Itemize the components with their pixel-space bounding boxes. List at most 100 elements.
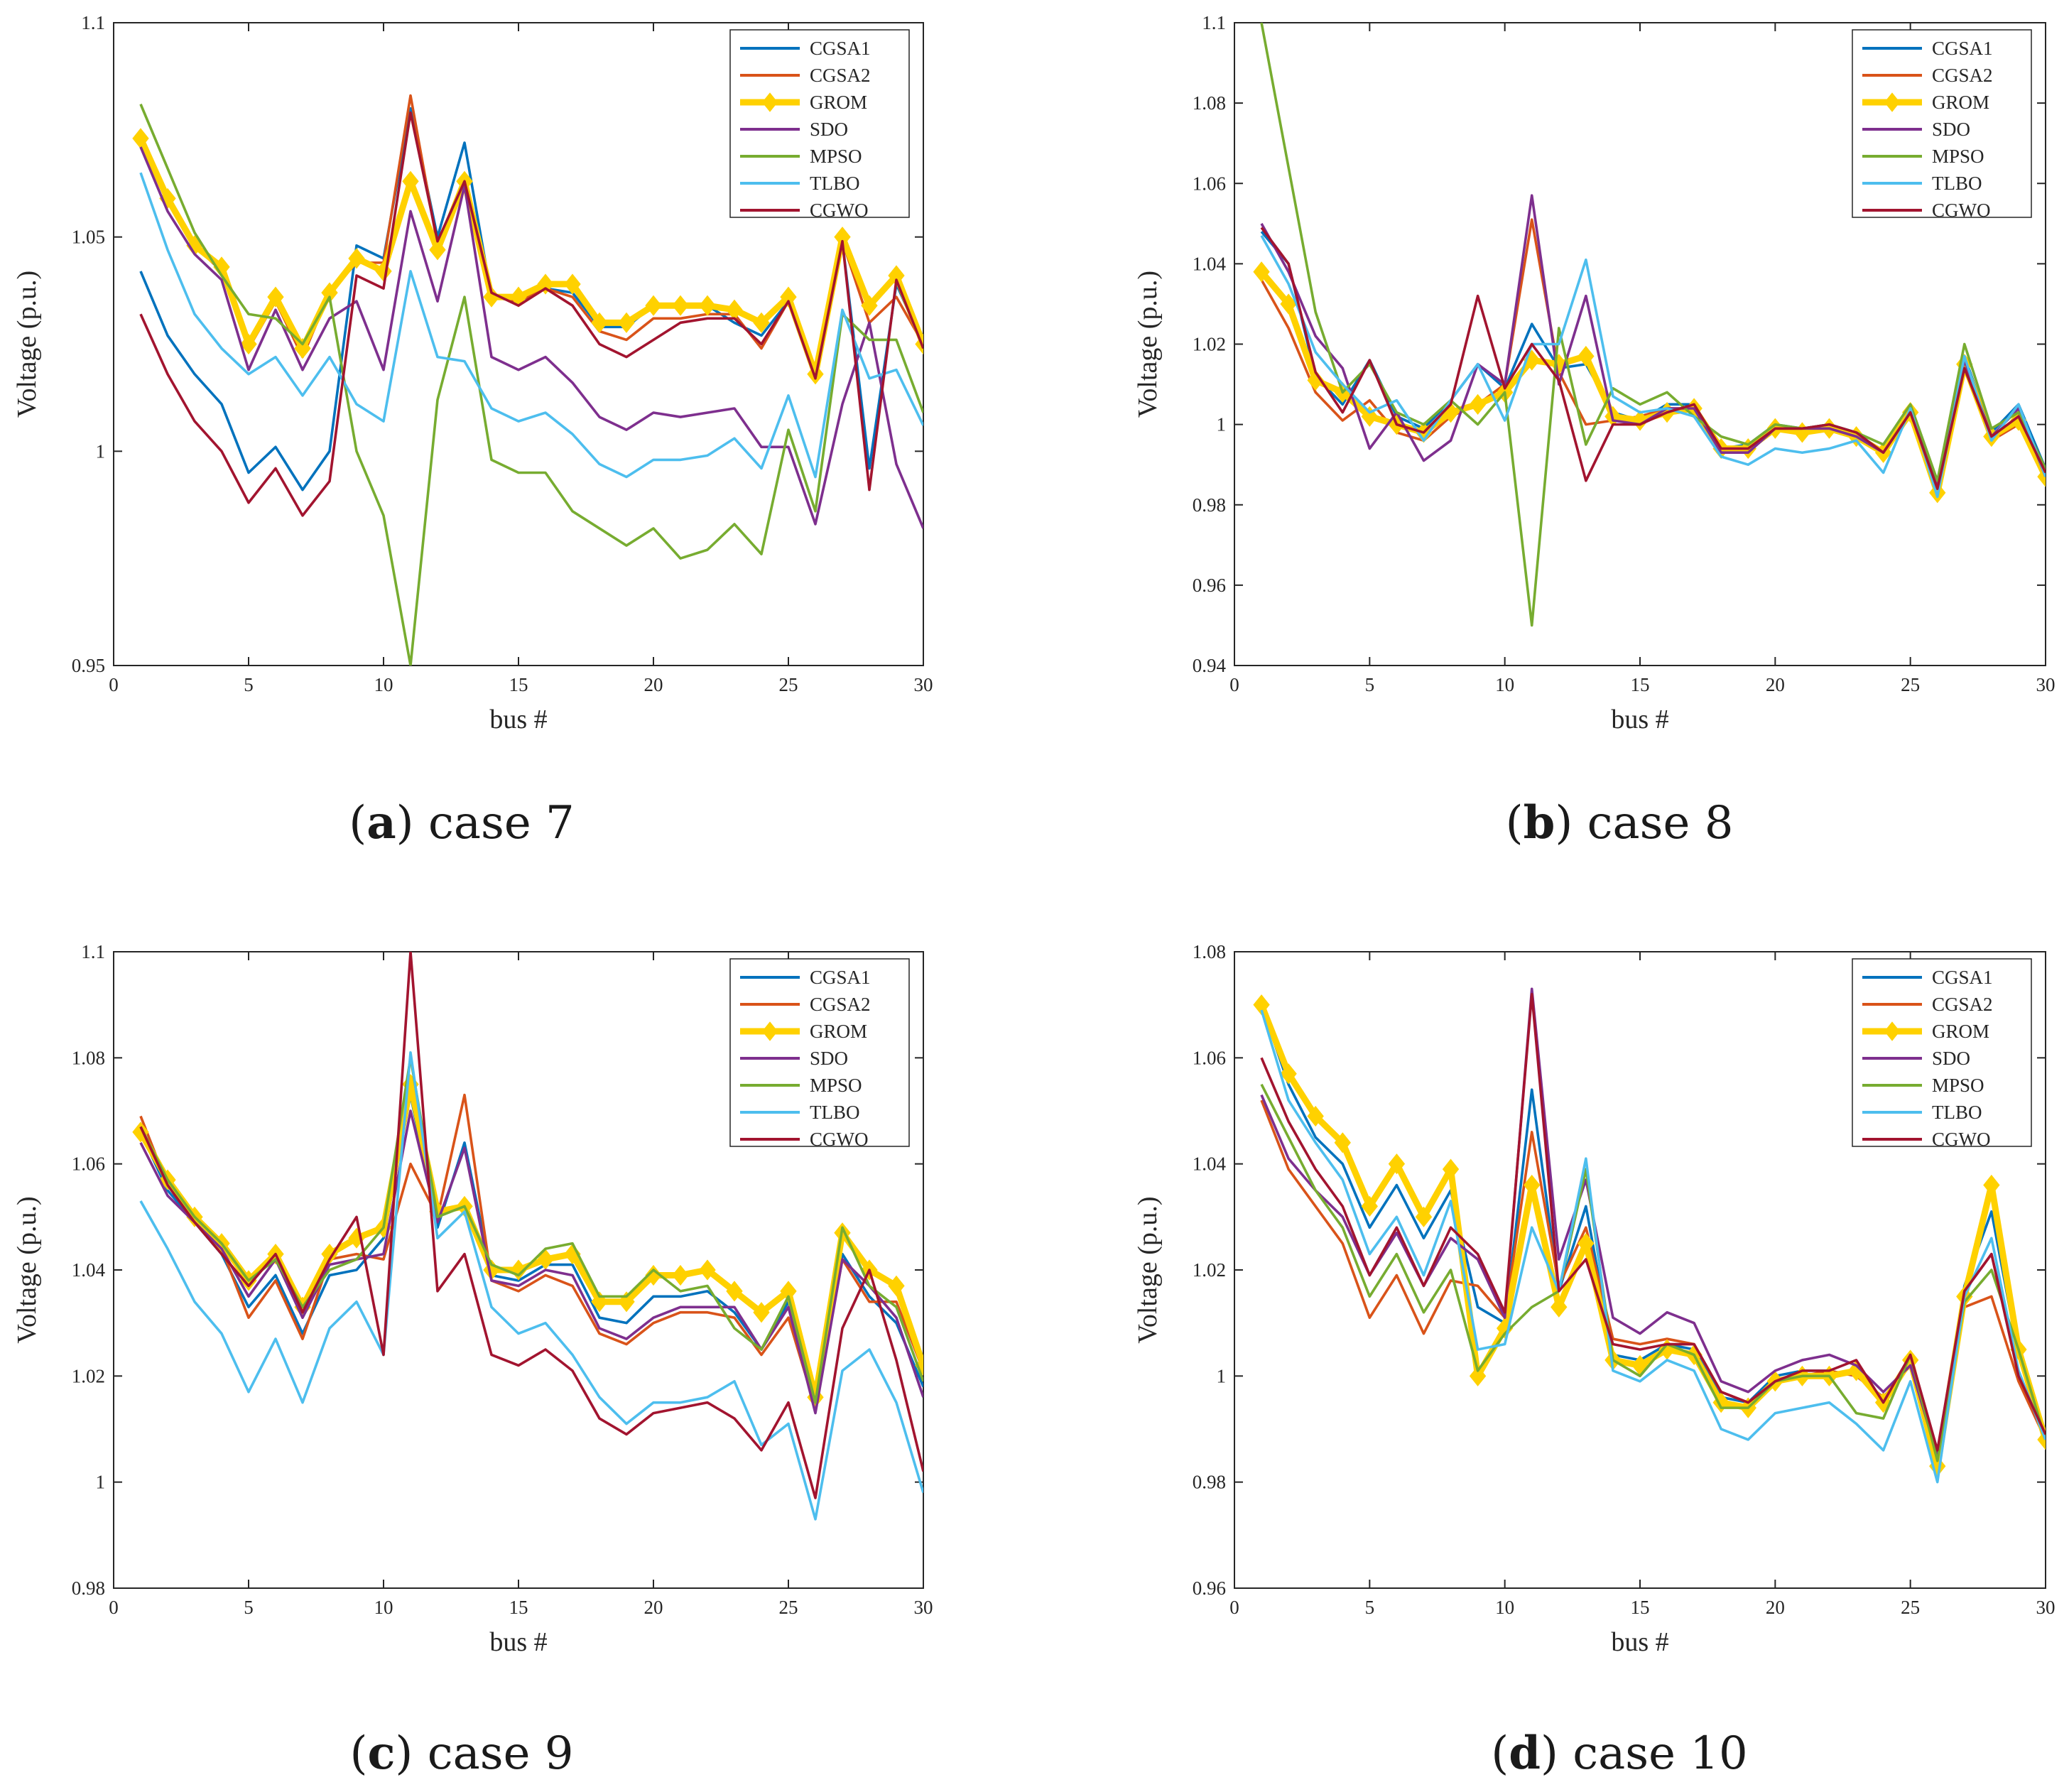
y-tick-label: 1.04 [72,1259,106,1281]
x-tick-label: 20 [1766,674,1785,695]
caption-letter: d [1509,1727,1541,1780]
legend-item: TLBO [740,1102,860,1123]
series-line-mpso [139,1056,923,1404]
legend-item: TLBO [740,173,860,194]
series-line-cgsa2 [139,1093,923,1409]
x-tick-label: 20 [644,1597,663,1618]
panel-caption: (d) case 10 [1491,1727,1748,1780]
y-tick-label: 1 [1217,1365,1227,1386]
data-point [1577,1233,1595,1254]
legend-item: CGWO [1862,200,1991,221]
legend-item: CGWO [1862,1129,1991,1150]
data-point [780,286,797,308]
legend-item: CGWO [740,200,869,221]
series-cgsa2 [139,1093,923,1409]
y-tick-label: 1.04 [1193,253,1227,274]
x-tick-label: 25 [1901,674,1920,695]
legend-label: SDO [1932,119,1970,140]
data-point [537,273,554,295]
legend-label: CGSA2 [1932,65,1993,86]
chart-panel-3: 0 5 10 15 20 25 30 0.96 0.98 1 1.02 1.04 1.06 1.08 bus… [1133,941,2056,1780]
series-sdo [139,1109,923,1415]
legend-box [1852,29,2032,218]
x-tick-label: 0 [1229,1597,1239,1618]
legend-marker [1884,1021,1901,1041]
legend-box [729,958,910,1147]
legend-item: CGSA1 [1862,967,1993,988]
series-cgwo [1260,227,2046,490]
data-point [1442,1158,1460,1180]
legend-item: MPSO [1862,146,1984,167]
series-cgwo [139,952,923,1499]
series-grom [132,128,923,385]
x-tick-label: 15 [1631,1597,1650,1618]
data-point [915,333,923,355]
x-tick-label: 30 [2036,674,2056,695]
legend-label: GROM [810,1021,867,1042]
data-point [888,1275,905,1297]
x-axis-label: bus # [489,1627,547,1657]
legend-box [1852,958,2032,1147]
legend-item: CGSA2 [740,994,871,1015]
series-line-cgwo [1260,992,2046,1452]
x-tick-label: 25 [779,1597,798,1618]
x-tick-label: 5 [244,674,254,695]
y-axis-label: Voltage (p.u.) [12,271,42,418]
series-line-mpso [139,103,923,666]
data-point [429,239,446,261]
legend-marker [761,92,778,112]
data-point [861,295,878,316]
x-tick-label: 30 [914,674,933,695]
series-tlbo [1260,1009,2046,1484]
legend-label: SDO [1932,1048,1970,1069]
legend-item: SDO [1862,119,1970,140]
y-tick-label: 1.02 [1193,334,1226,355]
legend: CGSA1 CGSA2 GROM SDO MPSO TLBO CGWO [1852,29,2032,221]
y-tick-label: 1.1 [81,12,105,33]
legend-label: CGWO [1932,1129,1991,1150]
caption-text: case 8 [1587,797,1734,849]
legend-label: MPSO [1932,1075,1984,1096]
legend-item: MPSO [740,1075,862,1096]
caption-letter: c [367,1727,395,1780]
data-point [672,1264,689,1286]
series-tlbo [139,172,923,479]
chart-panel-0: 0 5 10 15 20 25 30 0.95 1 1.05 1.1 bus # Voltage (p.… [12,12,933,849]
data-point [1551,1296,1568,1318]
series-line-sdo [1260,987,2046,1457]
y-tick-label: 0.98 [72,1577,105,1599]
series-line-cgwo [139,111,923,517]
y-tick-label: 1 [96,440,106,462]
series-line-sdo [139,1109,923,1415]
data-point [537,1249,554,1270]
data-point [294,337,311,359]
legend: CGSA1 CGSA2 GROM SDO MPSO TLBO CGWO [729,958,910,1150]
chart-panel-2: 0 5 10 15 20 25 30 0.98 1 1.02 1.04 1.06 1.08 1.1 bus … [12,941,933,1780]
legend-item: CGSA1 [740,967,871,988]
legend-label: MPSO [810,146,862,167]
y-tick-label: 0.98 [1193,1472,1226,1493]
legend-item: TLBO [1862,173,1982,194]
caption-open-paren: ( [1491,1727,1509,1780]
x-tick-label: 5 [1365,674,1375,695]
y-tick-label: 1.06 [72,1153,105,1175]
x-tick-label: 10 [374,1597,393,1618]
legend-marker [761,1021,778,1041]
y-tick-label: 1 [96,1472,106,1493]
legend-item: MPSO [740,146,862,167]
legend-item: TLBO [1862,1102,1982,1123]
caption-open-paren: ( [349,1727,367,1780]
data-point [402,170,419,192]
y-tick-label: 1.1 [81,941,105,962]
legend-item: CGSA2 [1862,994,1993,1015]
x-axis-label: bus # [489,705,547,734]
legend-item: SDO [740,119,848,140]
x-tick-label: 5 [244,1597,254,1618]
y-tick-label: 1.05 [72,227,105,248]
data-point [1415,1206,1433,1227]
series-cgwo [1260,992,2046,1452]
caption-open-paren: ( [349,797,366,849]
legend-marker [1884,92,1901,112]
data-point [564,273,581,295]
legend-label: CGSA1 [1932,967,1993,988]
